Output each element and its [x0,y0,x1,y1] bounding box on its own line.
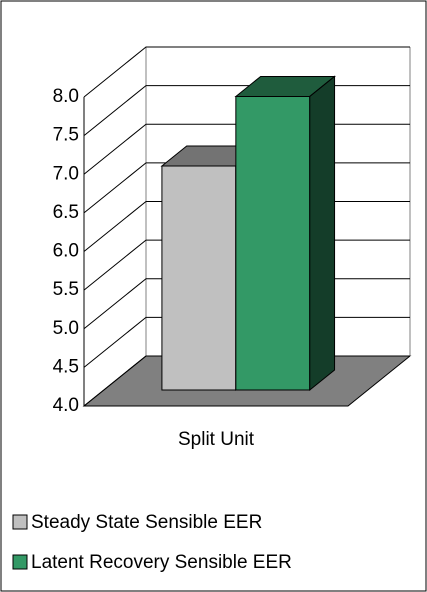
y-tick-label: 7.0 [53,163,79,184]
bar-front [235,95,311,391]
y-tick-label: 8.0 [53,86,79,107]
y-tick-label: 7.5 [53,125,79,146]
legend-swatch [12,554,28,570]
bar-side [309,75,336,392]
x-tick-label: Split Unit [178,429,255,450]
y-tick-label: 4.5 [53,356,79,377]
legend-label: Steady State Sensible EER [31,512,262,533]
grid-line [83,46,410,98]
bar-front [161,165,237,391]
y-tick-label: 5.0 [53,318,79,339]
y-tick-label: 6.5 [53,202,79,223]
y-tick-label: 6.0 [53,241,79,262]
legend-label: Latent Recovery Sensible EER [31,552,292,573]
y-tick-label: 4.0 [53,395,79,416]
legend-swatch [12,514,28,530]
bar [234,75,336,392]
y-tick-label: 5.5 [53,279,79,300]
